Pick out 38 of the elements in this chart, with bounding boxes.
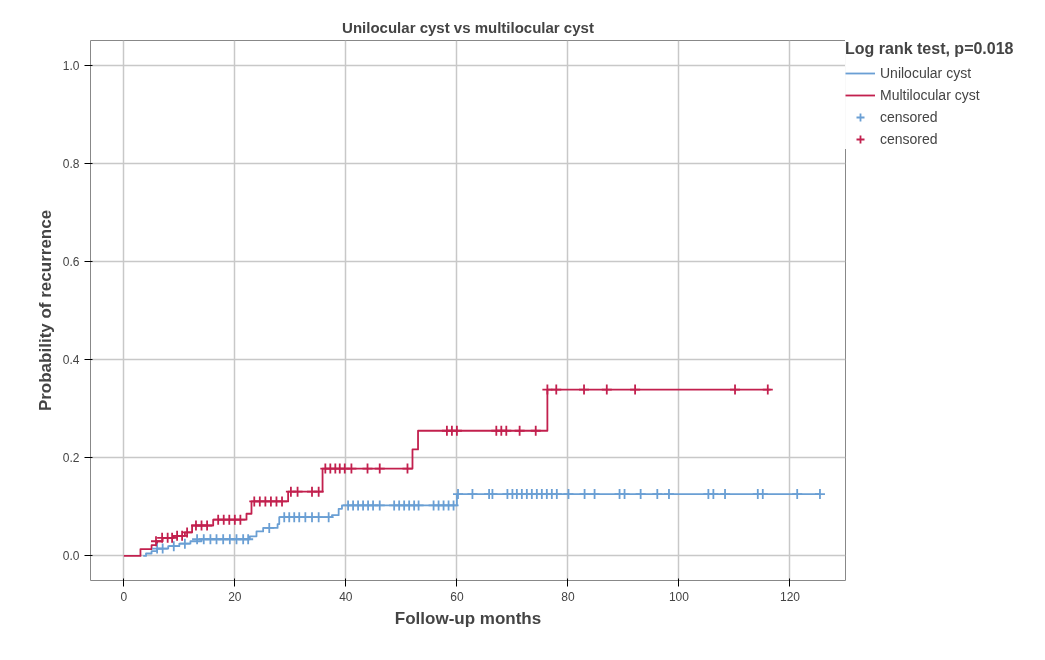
point <box>541 383 554 396</box>
legend-label: censored <box>880 109 938 125</box>
y-tick-label: 0.4 <box>62 353 80 368</box>
y-tick-label: 0.2 <box>62 451 80 466</box>
legend-title: Log rank test, p=0.018 <box>845 40 1014 58</box>
point <box>529 424 542 437</box>
x-tick-label: 120 <box>779 589 801 604</box>
point <box>373 462 386 475</box>
x-tick-label: 20 <box>228 589 242 604</box>
point <box>629 383 641 396</box>
x-tick-label: 80 <box>561 589 575 604</box>
point <box>550 383 563 396</box>
point <box>201 519 213 532</box>
y-axis-title: Probability of recurrence <box>35 209 55 412</box>
point <box>401 462 414 475</box>
point <box>291 485 304 498</box>
x-tick-label: 40 <box>339 589 353 604</box>
y-tick-label: 0.8 <box>62 156 80 171</box>
x-axis-title: Follow-up months <box>394 608 542 628</box>
point <box>451 424 463 437</box>
point <box>276 495 288 508</box>
x-tick-label: 0 <box>120 589 128 604</box>
y-tick-label: 0.6 <box>62 254 80 269</box>
legend-label: Unilocular cyst <box>880 65 972 81</box>
y-tick-label: 0.0 <box>62 549 80 564</box>
legend-label: censored <box>880 131 938 147</box>
y-tick-label: 1.0 <box>62 58 80 73</box>
point <box>513 424 526 437</box>
chart-title: Unilocular cyst vs multilocular cyst <box>342 18 594 36</box>
point <box>600 383 613 396</box>
point <box>312 485 325 498</box>
x-tick-label: 100 <box>668 589 690 604</box>
x-tick-label: 60 <box>450 589 464 604</box>
point <box>729 383 741 396</box>
point <box>578 383 590 396</box>
point <box>345 462 358 475</box>
point <box>361 462 374 475</box>
legend-label: Multilocular cyst <box>880 87 980 103</box>
